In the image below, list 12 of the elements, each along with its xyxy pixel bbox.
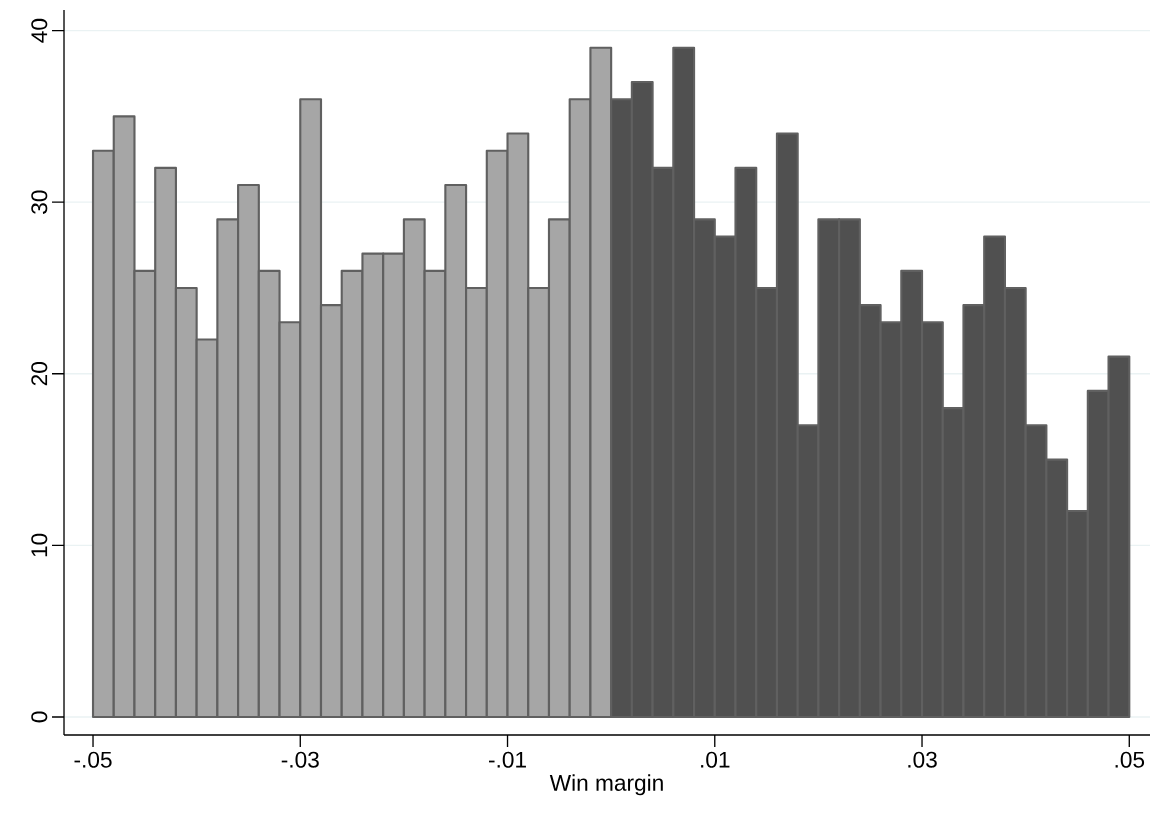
x-tick-label: -.05 bbox=[74, 751, 112, 768]
y-tick-label: 10 bbox=[31, 533, 48, 557]
x-tick-label: -.01 bbox=[489, 751, 526, 768]
y-tick-label: 30 bbox=[31, 190, 48, 214]
y-tick-label: 20 bbox=[31, 362, 48, 386]
x-tick-label: -.03 bbox=[281, 751, 319, 768]
y-tick-label: 0 bbox=[31, 711, 48, 723]
x-tick-label: .05 bbox=[1115, 751, 1145, 768]
x-tick-label: .01 bbox=[701, 751, 730, 768]
x-axis-title: Win margin bbox=[549, 774, 663, 796]
y-tick-label: 40 bbox=[31, 18, 48, 43]
x-tick-label: .03 bbox=[908, 751, 937, 768]
